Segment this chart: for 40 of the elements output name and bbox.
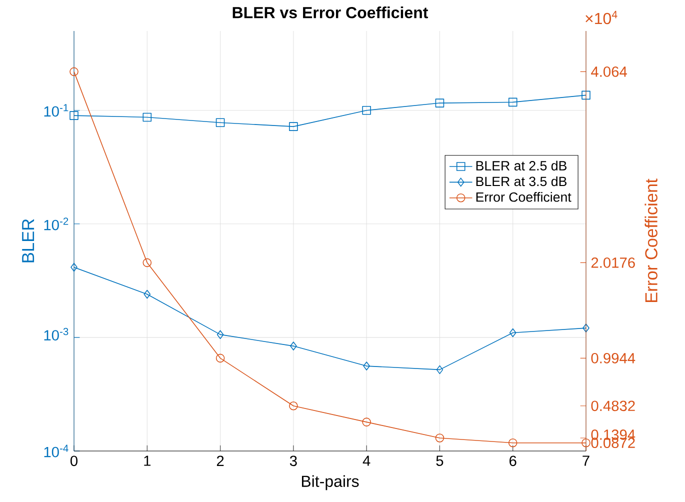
point bbox=[216, 330, 224, 339]
x-tick-label: 1 bbox=[144, 456, 151, 466]
y-tick-label: 10$^{-1}$ bbox=[44, 104, 68, 117]
point bbox=[70, 111, 78, 120]
point bbox=[142, 112, 152, 122]
point bbox=[508, 98, 518, 107]
y-tick-label: 10$^{-3}$ bbox=[44, 328, 68, 340]
y2-tick-label: 0.4832 bbox=[591, 400, 635, 412]
chart-title: BLER vs Error Coefficient bbox=[232, 6, 428, 18]
y-tick-label: 10$^{-2}$ bbox=[44, 218, 68, 230]
y2-axis-title: Error Coefficient bbox=[644, 178, 658, 302]
point bbox=[289, 122, 298, 131]
point bbox=[144, 290, 151, 299]
legend-label: Error Coefficient bbox=[476, 192, 572, 202]
point bbox=[70, 262, 78, 272]
point bbox=[435, 98, 444, 108]
x-tick-label: 0 bbox=[70, 456, 78, 466]
legend-label: BLER at 3.5 dB bbox=[476, 176, 566, 186]
x-tick-label: 2 bbox=[216, 456, 224, 466]
x-tick-label: 4 bbox=[362, 456, 370, 466]
x-tick-label: 6 bbox=[510, 456, 516, 466]
y2-tick-label: 0.9944 bbox=[591, 353, 636, 364]
x-tick-label: 3 bbox=[290, 456, 297, 466]
y2-tick-label: 4.064 bbox=[591, 66, 627, 77]
point bbox=[436, 365, 444, 374]
point bbox=[582, 324, 590, 332]
y-tick-label: 10$^{-4}$ bbox=[44, 444, 68, 458]
y-axis-title: BLER bbox=[22, 219, 34, 262]
x-axis-title: Bit-pairs bbox=[302, 475, 359, 490]
point bbox=[216, 118, 225, 128]
x-tick-label: 7 bbox=[582, 456, 590, 466]
legend-label: BLER at 2.5 dB bbox=[476, 160, 566, 170]
point bbox=[363, 362, 370, 370]
point bbox=[509, 328, 516, 338]
point bbox=[582, 90, 590, 100]
point bbox=[290, 342, 297, 350]
y2-tick-label: 2.0176 bbox=[591, 258, 635, 268]
text: ×10$^{4}$ bbox=[586, 10, 618, 24]
point bbox=[362, 106, 371, 115]
x-tick-label: 5 bbox=[436, 456, 444, 466]
